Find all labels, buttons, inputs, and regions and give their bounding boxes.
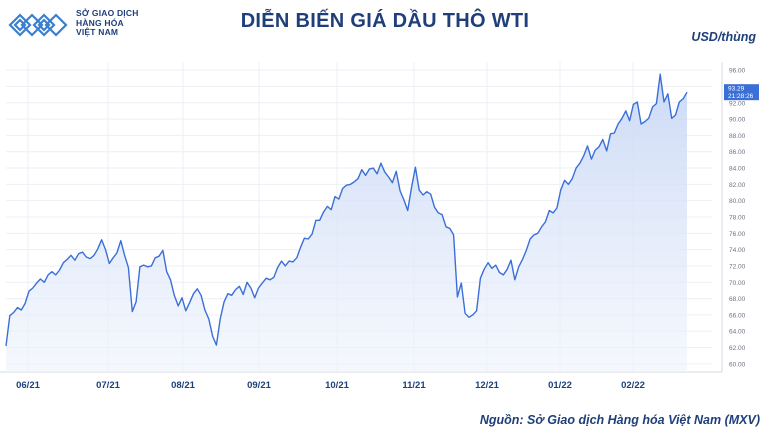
y-tick-label: 96.00 [729,68,746,75]
y-tick-label: 64.00 [729,329,746,336]
y-tick-label: 78.00 [729,215,746,222]
y-tick-label: 84.00 [729,166,746,173]
x-tick-label: 09/21 [247,380,271,391]
price-line [5,73,688,346]
last-price-label: 93.29 [728,86,745,93]
y-tick-label: 86.00 [729,149,746,156]
y-tick-label: 74.00 [729,247,746,254]
unit-label: USD/thùng [691,30,756,44]
x-tick-label: 06/21 [16,380,40,391]
x-tick-label: 01/22 [548,380,572,391]
x-tick-label: 08/21 [171,380,195,391]
y-tick-label: 90.00 [729,117,746,124]
logo-line-2: HÀNG HÓA [76,17,124,28]
y-tick-label: 76.00 [729,231,746,238]
y-tick-label: 66.00 [729,312,746,319]
x-tick-label: 12/21 [475,380,499,391]
last-time-label: 21:28:26 [728,93,754,100]
x-tick-label: 11/21 [402,380,426,391]
logo-text: SỞ GIAO DỊCH HÀNG HÓA VIỆT NAM [76,8,139,38]
x-tick-label: 02/22 [621,380,645,391]
price-area [6,74,687,372]
chart-title: DIỄN BIẾN GIÁ DẦU THÔ WTI [240,10,530,32]
x-tick-label: 10/21 [325,380,349,391]
y-tick-label: 72.00 [729,263,746,270]
y-tick-label: 62.00 [729,345,746,352]
logo-line-3: VIỆT NAM [76,27,119,37]
mxv-logo [8,13,68,37]
y-tick-label: 68.00 [729,296,746,303]
y-tick-label: 88.00 [729,133,746,140]
source-note: Nguồn: Sở Giao dịch Hàng hóa Việt Nam (M… [479,413,760,427]
logo-line-1: SỞ GIAO DỊCH [76,8,139,18]
y-tick-label: 70.00 [729,280,746,287]
last-price-box: 93.29 21:28:26 [724,84,759,101]
x-tick-label: 07/21 [96,380,120,391]
y-tick-label: 60.00 [729,361,746,368]
y-tick-label: 92.00 [729,100,746,107]
y-tick-label: 80.00 [729,198,746,205]
y-tick-label: 82.00 [729,182,746,189]
